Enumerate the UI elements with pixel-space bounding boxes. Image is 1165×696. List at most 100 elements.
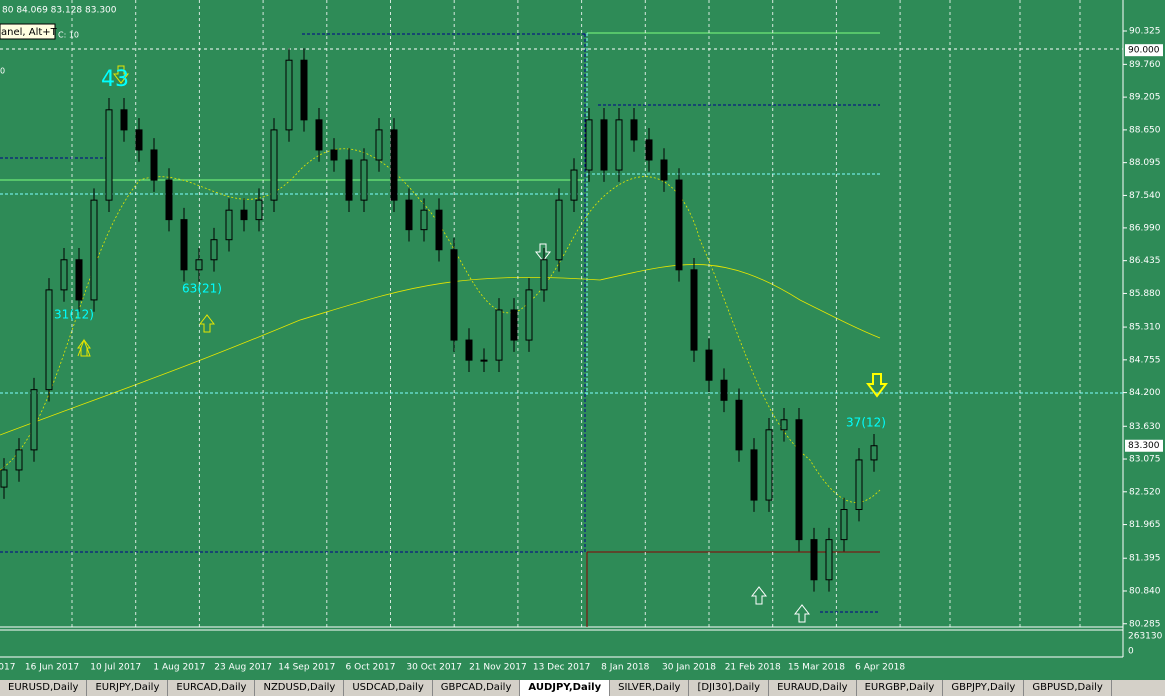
candle-body — [630, 119, 638, 141]
symbol-tab[interactable]: EURAUD,Daily — [769, 680, 857, 696]
x-tick-label: 30 Jan 2018 — [662, 663, 716, 673]
x-tick-label: 6 Oct 2017 — [346, 663, 396, 673]
symbol-tab[interactable]: EURJPY,Daily — [87, 680, 169, 696]
candle-body — [105, 109, 113, 201]
y-tick-label: 84.200 — [1129, 388, 1161, 398]
indicator-note: 0 — [0, 67, 5, 76]
candle-body — [690, 269, 698, 351]
y-tick-label: 88.650 — [1129, 125, 1161, 135]
candle-body — [270, 129, 278, 201]
candle-body — [450, 249, 458, 341]
y-tick-label: 89.205 — [1129, 93, 1161, 103]
signal-arrow — [198, 314, 216, 333]
price-marker-box — [1125, 439, 1163, 452]
symbol-tab[interactable]: SILVER,Daily — [610, 680, 690, 696]
symbol-tab[interactable]: GBPUSD,Daily — [1024, 680, 1112, 696]
volume-min: 0 — [1128, 647, 1134, 657]
candle-body — [30, 389, 38, 451]
x-tick-label: 14 Sep 2017 — [278, 663, 335, 673]
symbol-tab[interactable]: EURGBP,Daily — [857, 680, 944, 696]
x-tick-label: 16 Jun 2017 — [25, 663, 79, 673]
symbol-tab[interactable]: NZDUSD,Daily — [255, 680, 345, 696]
candle-body — [75, 259, 83, 301]
candle-body — [780, 419, 788, 431]
candle-body — [765, 429, 773, 501]
y-tick-label: 90.325 — [1129, 26, 1161, 36]
candle-body — [180, 219, 188, 271]
candle-body — [825, 539, 833, 581]
x-tick-label: 2017 — [0, 663, 15, 673]
candle-body — [300, 59, 308, 121]
candle-body — [795, 419, 803, 541]
symbol-tab[interactable]: EURUSD,Daily — [0, 680, 88, 696]
candle-body — [840, 509, 848, 541]
y-tick-label: 82.520 — [1129, 487, 1161, 497]
price-marker-label: 83.300 — [1128, 441, 1160, 451]
x-tick-label: 13 Dec 2017 — [533, 663, 591, 673]
candle-body — [585, 119, 593, 171]
price-panel — [0, 0, 1123, 627]
y-tick-label: 81.395 — [1129, 554, 1161, 564]
candle-body — [555, 199, 563, 261]
candle-body — [165, 179, 173, 221]
signal-arrow — [866, 373, 888, 398]
x-tick-label: 21 Feb 2018 — [725, 663, 781, 673]
signal-arrow — [793, 604, 811, 623]
x-tick-label: 6 Apr 2018 — [855, 663, 905, 673]
volume-max: 263130 — [1128, 632, 1163, 642]
candle-body — [255, 199, 263, 221]
signal-arrow — [112, 65, 130, 84]
candle-body — [345, 159, 353, 201]
chart: 80 84.069 83.128 83.300 anel, Alt+T C: 1… — [0, 0, 1163, 673]
x-tick-label: 15 Mar 2018 — [788, 663, 845, 673]
candle-body — [195, 259, 203, 271]
candle-body — [855, 459, 863, 511]
y-tick-label: 81.965 — [1129, 520, 1161, 530]
symbol-tab[interactable]: GBPCAD,Daily — [433, 680, 521, 696]
candle-body — [120, 109, 128, 131]
signal-arrow — [534, 243, 552, 262]
candle-body — [390, 129, 398, 201]
candle-body — [15, 449, 23, 471]
candle-body — [750, 449, 758, 501]
symbol-tab[interactable]: [DJI30],Daily — [689, 680, 770, 696]
y-tick-label: 86.435 — [1129, 256, 1161, 266]
candle-body — [375, 129, 383, 161]
candle-body — [660, 159, 668, 181]
candle-body — [225, 209, 233, 241]
candle-body — [435, 209, 443, 251]
tab-bar: EURUSD,Daily EURJPY,Daily EURCAD,Daily NZDU… — [0, 680, 1165, 696]
x-tick-label: 21 Nov 2017 — [469, 663, 527, 673]
symbol-tab[interactable]: AUDJPY,Daily — [520, 680, 611, 696]
candle-body — [150, 149, 158, 181]
y-tick-label: 88.095 — [1129, 158, 1161, 168]
symbol-tab[interactable]: EURCAD,Daily — [168, 680, 256, 696]
moving-average — [0, 148, 881, 503]
tooltip-box — [0, 23, 56, 40]
symbol-tab[interactable]: GBPJPY,Daily — [943, 680, 1025, 696]
y-tick-label: 80.840 — [1129, 586, 1161, 596]
y-tick-label: 83.075 — [1129, 455, 1161, 465]
candle-body — [405, 199, 413, 231]
signal-arrow — [77, 338, 91, 357]
signal-arrow — [750, 586, 768, 605]
y-tick-label: 85.880 — [1129, 289, 1161, 299]
y-tick-label: 86.990 — [1129, 223, 1161, 233]
candle-body — [420, 209, 428, 231]
y-tick-label: 87.540 — [1129, 191, 1161, 201]
candle-body — [675, 179, 683, 271]
candle-body — [465, 339, 473, 361]
candle-body — [570, 169, 578, 201]
candle-body — [600, 119, 608, 171]
annotation: 63(21) — [182, 282, 222, 296]
candle-body — [60, 259, 68, 291]
candle-body — [210, 239, 218, 261]
levels — [0, 32, 1123, 627]
y-tick-label: 83.630 — [1129, 422, 1161, 432]
candle-body — [45, 289, 53, 391]
candle-body — [360, 159, 368, 201]
symbol-tab[interactable]: USDCAD,Daily — [344, 680, 433, 696]
x-tick-label: 30 Oct 2017 — [406, 663, 462, 673]
annotation: 31(12) — [54, 308, 94, 322]
